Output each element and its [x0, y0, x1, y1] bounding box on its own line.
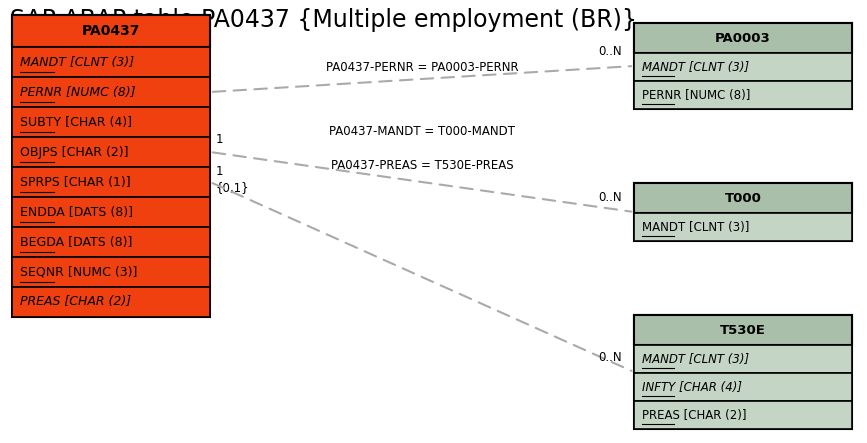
Bar: [634, 183, 852, 241]
Text: SAP ABAP table PA0437 {Multiple employment (BR)}: SAP ABAP table PA0437 {Multiple employme…: [10, 8, 637, 32]
Text: T000: T000: [725, 191, 761, 205]
Bar: [634, 23, 852, 109]
Text: PA0003: PA0003: [715, 31, 771, 44]
Bar: [12, 77, 210, 107]
Text: PERNR [NUMC (8)]: PERNR [NUMC (8)]: [642, 89, 750, 101]
Text: MANDT [CLNT (3)]: MANDT [CLNT (3)]: [642, 61, 749, 74]
Bar: [634, 213, 852, 241]
Bar: [12, 47, 210, 77]
Bar: [634, 401, 852, 429]
Text: 1: 1: [216, 133, 224, 146]
Bar: [12, 137, 210, 167]
Text: MANDT [CLNT (3)]: MANDT [CLNT (3)]: [20, 55, 134, 69]
Text: PA0437: PA0437: [81, 24, 140, 38]
Text: MANDT [CLNT (3)]: MANDT [CLNT (3)]: [642, 221, 749, 233]
Text: 1: 1: [216, 165, 224, 178]
Bar: [12, 227, 210, 257]
Bar: [12, 15, 210, 47]
Text: INFTY [CHAR (4)]: INFTY [CHAR (4)]: [642, 381, 742, 393]
Text: SEQNR [NUMC (3)]: SEQNR [NUMC (3)]: [20, 265, 137, 279]
Bar: [634, 315, 852, 429]
Text: BEGDA [DATS (8)]: BEGDA [DATS (8)]: [20, 236, 133, 249]
Text: PA0437-PREAS = T530E-PREAS: PA0437-PREAS = T530E-PREAS: [330, 159, 513, 172]
Bar: [12, 257, 210, 287]
Bar: [634, 81, 852, 109]
Bar: [634, 373, 852, 401]
Text: 0..N: 0..N: [598, 191, 622, 204]
Text: MANDT [CLNT (3)]: MANDT [CLNT (3)]: [642, 353, 749, 365]
Bar: [12, 15, 210, 317]
Bar: [634, 53, 852, 81]
Bar: [634, 345, 852, 373]
Bar: [12, 197, 210, 227]
Text: PREAS [CHAR (2)]: PREAS [CHAR (2)]: [20, 295, 131, 308]
Text: 0..N: 0..N: [598, 45, 622, 58]
Text: ENDDA [DATS (8)]: ENDDA [DATS (8)]: [20, 206, 133, 218]
Text: {0,1}: {0,1}: [216, 181, 250, 194]
Bar: [12, 167, 210, 197]
Text: PERNR [NUMC (8)]: PERNR [NUMC (8)]: [20, 85, 135, 98]
Bar: [12, 107, 210, 137]
Text: PA0437-PERNR = PA0003-PERNR: PA0437-PERNR = PA0003-PERNR: [326, 61, 518, 74]
Text: OBJPS [CHAR (2)]: OBJPS [CHAR (2)]: [20, 145, 128, 159]
Text: SUBTY [CHAR (4)]: SUBTY [CHAR (4)]: [20, 116, 132, 128]
Text: 0..N: 0..N: [598, 351, 622, 364]
Bar: [634, 183, 852, 213]
Text: PREAS [CHAR (2)]: PREAS [CHAR (2)]: [642, 408, 746, 421]
Text: SPRPS [CHAR (1)]: SPRPS [CHAR (1)]: [20, 175, 131, 189]
Text: T530E: T530E: [720, 323, 766, 337]
Bar: [634, 23, 852, 53]
Bar: [634, 315, 852, 345]
Bar: [12, 287, 210, 317]
Text: PA0437-MANDT = T000-MANDT: PA0437-MANDT = T000-MANDT: [329, 125, 515, 138]
